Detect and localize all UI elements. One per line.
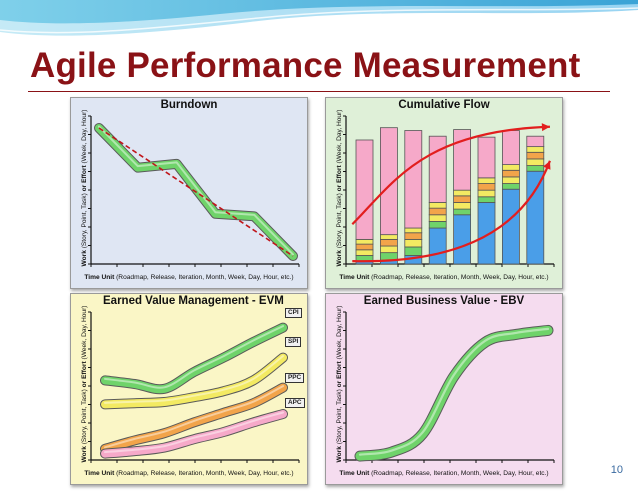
cfd-bar-3-design <box>404 227 423 234</box>
cfd-bar-2-dev <box>380 238 398 247</box>
cfd-bar-1-design <box>355 238 374 245</box>
cfd-lower-trend-arrow <box>543 160 551 170</box>
cumulative-flow-plot-area <box>343 115 555 267</box>
cfd-lower-trend-line <box>352 160 551 263</box>
cfd-bar-6-verify <box>477 196 496 203</box>
cfd-bar-5-test <box>453 202 471 210</box>
cfd-bar-7-design <box>501 164 520 171</box>
cfd-bar-8-test <box>526 158 545 166</box>
cfd-bar-7-test <box>501 176 520 184</box>
title-divider <box>28 91 610 92</box>
evm-ppc-line-highlight <box>104 385 284 449</box>
burndown-x-axis-label: Time Unit (Roadmap, Release, Iteration, … <box>84 274 294 281</box>
cfd-bar-3-backlog <box>404 130 423 229</box>
evm-spi-line-highlight <box>104 355 284 404</box>
burndown-actual-line-highlight <box>98 125 294 256</box>
cfd-bar-5-verify <box>453 208 471 216</box>
ebv-line-outline <box>354 324 554 462</box>
cfd-bar-6-test <box>477 189 496 198</box>
burndown-plot-area <box>88 115 300 267</box>
header-swoosh <box>0 0 638 36</box>
cfd-bar-8-design <box>526 146 545 153</box>
cfd-bar-4-design <box>428 202 447 209</box>
evm-cpi-line-highlight <box>104 325 284 389</box>
cfd-bar-5-done <box>453 214 471 265</box>
ppc-legend-label: PPC <box>285 373 305 383</box>
ebv-title: Earned Business Value - EBV <box>363 295 525 307</box>
evm-panel: Earned Value Management - EVM Work (Stor… <box>70 293 308 485</box>
cfd-bar-1-test <box>355 249 374 256</box>
cfd-upper-trend-arrow <box>541 123 550 132</box>
evm-plot-area <box>88 311 300 463</box>
cfd-bar-8-done <box>526 170 545 265</box>
evm-ppc-line <box>101 383 287 453</box>
burndown-panel: Burndown Work (Story, Point, Task) or Ef… <box>70 97 308 289</box>
cfd-bar-8-dev <box>526 151 545 160</box>
cfd-bar-5-backlog <box>453 129 471 191</box>
cfd-bar-8-backlog <box>526 135 545 148</box>
ebv-panel: Earned Business Value - EBV Work (Story,… <box>325 293 563 485</box>
cumulative-flow-title: Cumulative Flow <box>398 99 490 111</box>
cfd-bar-7-verify <box>501 183 520 190</box>
cfd-bar-7-done <box>501 188 520 265</box>
burndown-actual-line <box>95 124 297 260</box>
cfd-bar-2-design <box>380 234 398 240</box>
ebv-plot-area <box>343 311 555 463</box>
cfd-bar-4-dev <box>428 207 447 216</box>
evm-apc-line-highlight <box>104 411 284 454</box>
evm-title: Earned Value Management - EVM <box>103 295 284 307</box>
burndown-ideal-line <box>98 127 294 257</box>
cfd-bar-5-design <box>453 189 471 197</box>
ebv-line-highlight <box>358 327 550 456</box>
cfd-bar-5-dev <box>453 195 471 203</box>
page-number: 10 <box>610 464 623 476</box>
evm-apc-line <box>101 410 287 458</box>
evm-cpi-line <box>101 323 287 394</box>
burndown-title: Burndown <box>160 99 218 111</box>
cumulative-flow-panel: Cumulative Flow Work (Story, Point, Task… <box>325 97 563 289</box>
cfd-bar-3-test <box>404 238 423 248</box>
slide-title: Agile Performance Measurement <box>30 46 581 85</box>
cfd-bar-4-test <box>428 214 447 222</box>
cfd-bar-1-backlog <box>355 139 374 240</box>
spi-legend-label: SPI <box>285 337 302 347</box>
cfd-bar-7-dev <box>501 169 520 178</box>
cfd-bar-4-backlog <box>428 135 447 203</box>
cfd-bar-2-test <box>380 245 398 254</box>
evm-spi-line <box>101 353 287 409</box>
cfd-bar-8-verify <box>526 165 545 172</box>
ebv-line <box>355 325 553 461</box>
cfd-bar-3-dev <box>404 232 423 240</box>
cfd-bar-3-verify <box>404 246 423 256</box>
cumulative-flow-x-axis-label: Time Unit (Roadmap, Release, Iteration, … <box>339 274 549 281</box>
ebv-x-axis-label: Time Unit (Roadmap, Release, Iteration, … <box>339 470 549 477</box>
cfd-upper-trend-line <box>351 125 550 226</box>
cfd-bar-4-done <box>428 227 447 265</box>
cfd-bar-6-dev <box>477 183 496 191</box>
cfd-bar-7-backlog <box>501 130 520 166</box>
cfd-bar-2-backlog <box>380 127 398 236</box>
cpi-legend-label: CPI <box>285 308 302 318</box>
cfd-bar-6-backlog <box>477 136 496 179</box>
evm-x-axis-label: Time Unit (Roadmap, Release, Iteration, … <box>84 470 294 477</box>
apc-legend-label: APC <box>285 398 305 408</box>
cfd-bar-6-design <box>477 177 496 184</box>
cfd-bar-1-dev <box>355 243 374 251</box>
cfd-bar-4-verify <box>428 221 447 229</box>
